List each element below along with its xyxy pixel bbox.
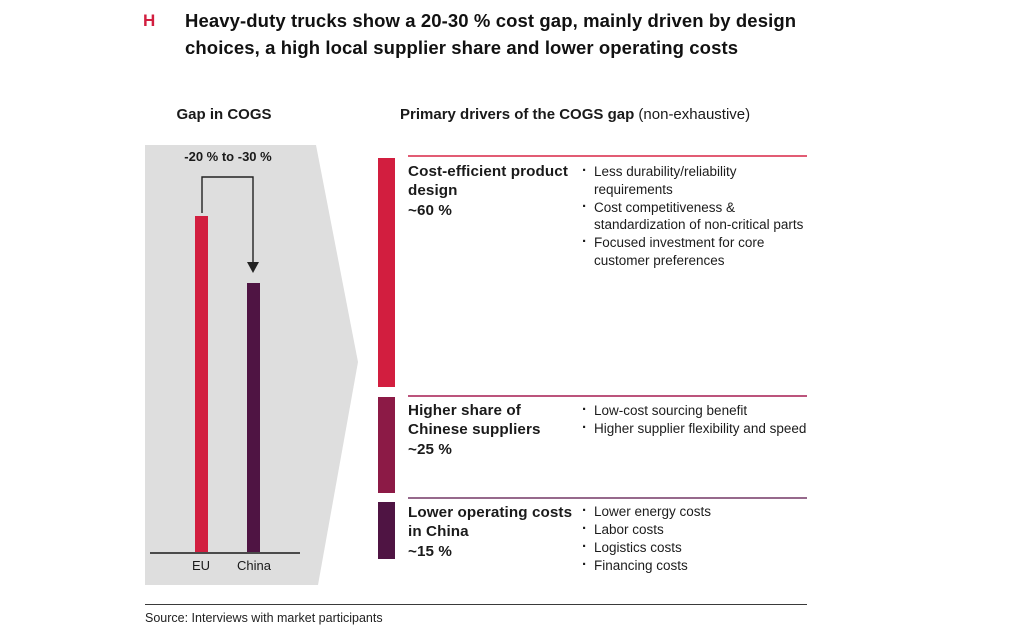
- slide-title: Heavy-duty trucks show a 20-30 % cost ga…: [185, 8, 825, 61]
- source-note: Source: Interviews with market participa…: [145, 611, 383, 625]
- bullet-text: Cost competitiveness & standardization o…: [594, 199, 804, 233]
- bullet-item: Focused investment for core customer pre…: [580, 233, 814, 269]
- section-title-3-text: Lower operating costs in China: [408, 504, 573, 540]
- section-bullets-1: Less durability/reliability requirements…: [580, 162, 814, 270]
- bullet-item: Financing costs: [580, 556, 814, 575]
- bullet-text: Focused investment for core customer pre…: [594, 235, 765, 268]
- bracket-line: [201, 176, 254, 263]
- section-value-1: ~60 %: [408, 202, 452, 219]
- section-title-2-text: Higher share of Chinese suppliers: [408, 402, 541, 438]
- bullet-item: Lower energy costs: [580, 502, 814, 521]
- bar-eu: [195, 216, 208, 553]
- section-value-2: ~25 %: [408, 441, 452, 458]
- bullet-text: Higher supplier flexibility and speed: [594, 421, 807, 436]
- bullet-text: Labor costs: [594, 522, 664, 537]
- driver-bar-suppliers: [378, 397, 395, 493]
- bullet-item: Less durability/reliability requirements: [580, 162, 814, 198]
- driver-bar-operating: [378, 502, 395, 559]
- bullet-text: Lower energy costs: [594, 504, 712, 519]
- right-panel-heading: Primary drivers of the COGS gap (non-exh…: [400, 106, 820, 123]
- right-panel-heading-note: (non-exhaustive): [634, 106, 751, 123]
- axis-label-eu: EU: [191, 558, 211, 573]
- arrowhead-icon: [247, 262, 259, 273]
- gap-bracket-arrow: [201, 176, 259, 273]
- section-rule-3: [408, 497, 807, 499]
- footer-divider: [145, 604, 807, 605]
- bar-china: [247, 283, 260, 553]
- bullet-text: Financing costs: [594, 558, 688, 573]
- section-title-1: Cost-efficient product design ~60 %: [408, 162, 578, 220]
- slide-letter-marker: H: [143, 11, 156, 30]
- slide-title-line-1: Heavy-duty trucks show a 20-30 % cost ga…: [185, 10, 797, 31]
- left-chart-heading: Gap in COGS: [176, 106, 272, 123]
- bullet-text: Logistics costs: [594, 540, 682, 555]
- x-axis-line: [150, 552, 300, 554]
- bullet-item: Higher supplier flexibility and speed: [580, 419, 814, 438]
- section-bullets-3: Lower energy costs Labor costs Logistics c…: [580, 502, 814, 575]
- section-title-1-text: Cost-efficient product design: [408, 163, 568, 199]
- gap-annotation-label: -20 % to -30 %: [184, 149, 272, 164]
- bullet-text: Low-cost sourcing benefit: [594, 403, 748, 418]
- axis-label-china: China: [237, 558, 271, 573]
- bullet-item: Cost competitiveness & standardization o…: [580, 198, 814, 234]
- section-title-2: Higher share of Chinese suppliers ~25 %: [408, 401, 578, 459]
- bullet-item: Logistics costs: [580, 538, 814, 557]
- driver-bar-design: [378, 158, 395, 387]
- section-rule-1: [408, 155, 807, 157]
- section-rule-2: [408, 395, 807, 397]
- section-value-3: ~15 %: [408, 543, 452, 560]
- bullet-item: Labor costs: [580, 520, 814, 539]
- section-title-3: Lower operating costs in China ~15 %: [408, 503, 578, 561]
- slide-title-line-2: choices, a high local supplier share and…: [185, 36, 739, 58]
- bullet-item: Low-cost sourcing benefit: [580, 401, 814, 420]
- section-bullets-2: Low-cost sourcing benefit Higher supplier…: [580, 401, 814, 438]
- right-panel-heading-bold: Primary drivers of the COGS gap: [400, 106, 635, 123]
- bullet-text: Less durability/reliability requirements: [594, 164, 737, 197]
